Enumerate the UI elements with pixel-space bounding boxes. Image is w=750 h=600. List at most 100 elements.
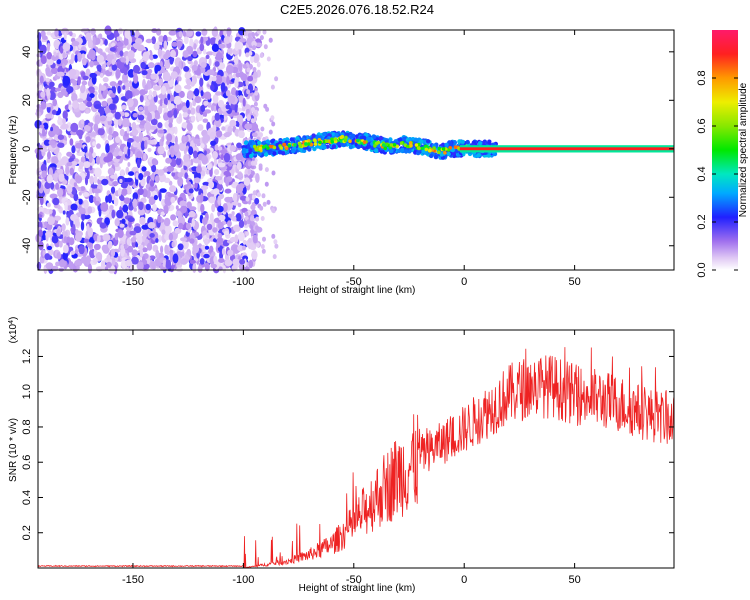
spectrogram-blob: [40, 101, 47, 110]
spectrogram-blob: [63, 236, 67, 243]
spectrogram-blob: [200, 36, 204, 44]
spectrogram-blob: [247, 169, 252, 175]
spectrogram-blob: [237, 172, 243, 179]
spectrogram-blob: [123, 82, 132, 88]
spectrogram-blob: [196, 74, 202, 79]
spectrogram-blob: [200, 90, 204, 97]
x-tick-label: -150: [122, 574, 144, 586]
spectrogram-blob: [83, 124, 91, 132]
spectrogram-blob: [147, 147, 152, 153]
spectrogram-blob: [206, 51, 214, 56]
spectrogram-blob: [203, 150, 207, 156]
spectrogram-blob: [55, 182, 60, 190]
spectrogram-blob: [210, 140, 217, 146]
spectrogram-blob: [92, 36, 96, 45]
spectrogram-blob: [149, 125, 157, 130]
spectrogram-blob: [59, 45, 64, 54]
spectrogram-blob: [271, 170, 276, 176]
spectrogram-blob: [180, 251, 185, 257]
spectrogram-blob: [61, 123, 69, 130]
spectrogram-blob: [73, 193, 79, 202]
spectrogram-blob: [164, 197, 173, 206]
spectrogram-blob: [144, 100, 150, 106]
spectrogram-blob: [158, 94, 165, 99]
spectrogram-blob: [175, 157, 182, 166]
x-tick-label: -50: [346, 574, 362, 586]
spectrogram-blob: [112, 151, 119, 157]
spectrogram-blob: [158, 35, 165, 43]
spectrogram-blob: [199, 77, 204, 87]
spectrogram-blob: [197, 265, 203, 273]
spectrogram-blob: [163, 40, 168, 50]
spectrogram-blob: [187, 109, 191, 115]
spectrogram-blob: [251, 107, 255, 113]
spectrogram-blob: [248, 50, 253, 56]
x-tick-label: 50: [569, 574, 581, 586]
spectrogram-ridge: [241, 130, 674, 160]
spectrogram-ridge-peak: [432, 146, 436, 150]
spectrogram-blob: [268, 37, 273, 43]
spectrogram-blob: [205, 54, 210, 60]
spectrogram-blob: [88, 48, 95, 58]
y-tick-label: 20: [21, 94, 33, 106]
spectrogram-blob: [244, 123, 253, 130]
colorbar: 0.0 0.2 0.4 0.6 0.8 Normalized spectral ampl…: [696, 30, 749, 278]
spectrogram-blob: [119, 169, 125, 177]
spectrogram-blob: [132, 43, 140, 48]
spectrogram-blob: [219, 148, 228, 155]
spectrogram-blob: [110, 174, 118, 179]
spectrogram-blob: [139, 94, 144, 103]
spectrogram-blob: [117, 85, 121, 94]
y-tick-label: 40: [21, 46, 33, 58]
x-tick-label: -150: [122, 276, 144, 288]
spectrogram-blob: [250, 122, 259, 132]
spectrogram-blob: [56, 228, 61, 237]
spectrogram-ridge-blob: [374, 148, 379, 154]
spectrogram-blob: [126, 126, 130, 134]
spectrogram-blob: [242, 255, 249, 261]
spectrogram-blob: [94, 167, 102, 178]
spectrogram-ridge-blob: [450, 147, 455, 153]
spectrogram-blob: [57, 142, 65, 148]
spectrogram-blob: [83, 161, 91, 169]
spectrogram-blob: [163, 97, 168, 106]
spectrogram-blob: [221, 248, 226, 256]
spectrogram-blob: [89, 237, 95, 244]
spectrogram-blob: [53, 51, 57, 57]
spectrogram-blob: [180, 237, 188, 242]
spectrogram-blob: [74, 218, 80, 227]
spectrogram-blob: [161, 229, 166, 235]
spectrogram-blob: [213, 105, 217, 112]
spectrogram-blob: [227, 47, 233, 55]
spectrogram-blob: [83, 238, 90, 243]
y-tick-label: 0.6: [21, 455, 33, 470]
spectrogram-blob: [199, 258, 205, 265]
spectrogram-blob: [193, 60, 198, 67]
spectrogram-blob: [171, 241, 175, 248]
spectrogram-blob: [36, 261, 42, 270]
spectrogram-blob: [223, 152, 231, 163]
spectrogram-blob: [106, 254, 111, 262]
spectrogram-blob: [144, 84, 149, 92]
spectrogram-blob: [89, 132, 97, 137]
spectrogram-blob: [162, 71, 171, 82]
spectrogram-blob: [221, 34, 225, 41]
spectrogram-ridge-blob: [429, 153, 434, 159]
spectrogram-blob: [174, 227, 182, 234]
spectrogram-ridge-peak: [424, 147, 429, 152]
spectrogram-blob: [109, 81, 117, 87]
spectrogram-blob: [74, 259, 82, 267]
spectrogram-blob: [39, 71, 43, 76]
spectrogram-blob: [150, 139, 156, 145]
spectrogram-blob: [247, 238, 252, 243]
spectrogram-blob: [160, 245, 164, 254]
spectrogram-blob: [126, 185, 131, 195]
spectrogram-blob: [259, 205, 264, 211]
spectrogram-blob: [154, 111, 160, 120]
spectrogram-blob: [109, 205, 114, 210]
spectrogram-blob: [186, 78, 192, 86]
spectrogram-blob: [114, 218, 120, 227]
spectrogram-blob: [157, 145, 165, 155]
spectrogram-blob: [134, 142, 142, 148]
spectrogram-blob: [45, 113, 53, 119]
